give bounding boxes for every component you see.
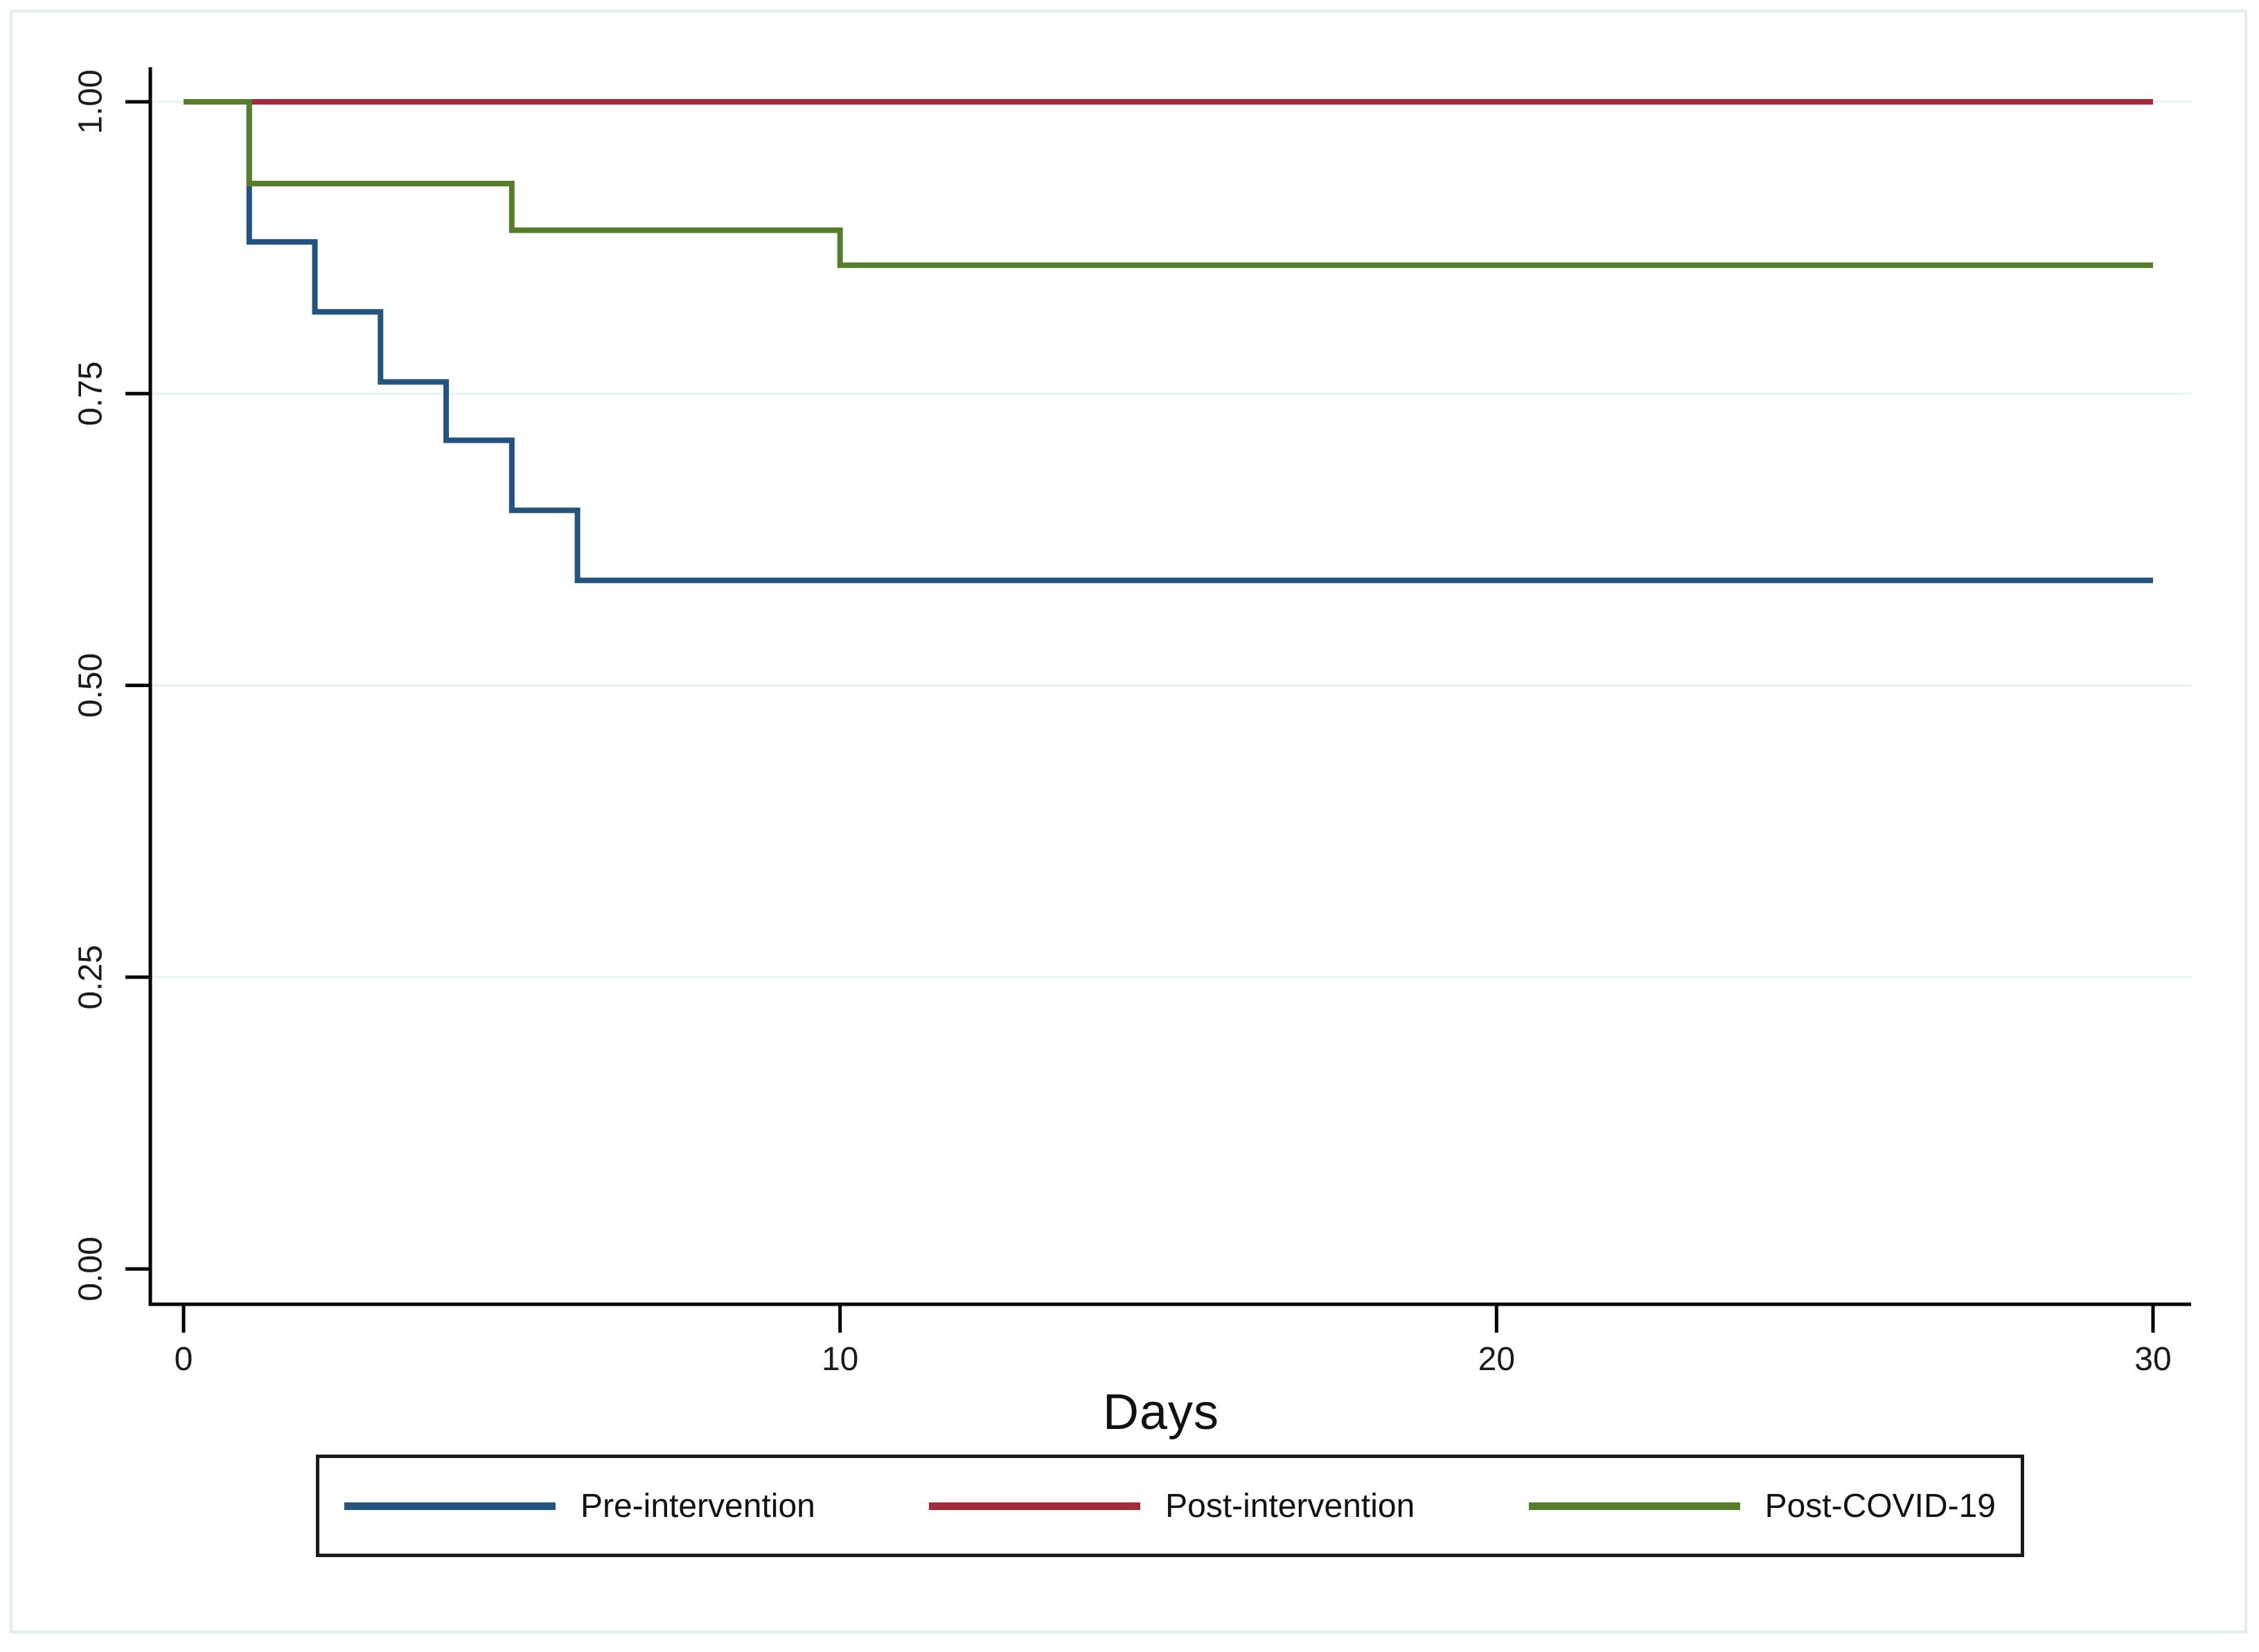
x-tick-label-30: 30 bbox=[2134, 1341, 2171, 1378]
x-tick-label-0: 0 bbox=[175, 1341, 193, 1378]
y-tick-label-0.25: 0.25 bbox=[73, 945, 109, 1009]
y-tick-label-1.00: 1.00 bbox=[73, 69, 109, 134]
x-tick-label-10: 10 bbox=[822, 1341, 858, 1378]
legend-item-post-covid-19: Post-COVID-19 bbox=[1528, 1487, 1996, 1525]
legend-item-pre-intervention: Pre-intervention bbox=[344, 1487, 815, 1525]
x-tick-label-20: 20 bbox=[1478, 1341, 1515, 1378]
legend-label-pre-intervention: Pre-intervention bbox=[581, 1487, 815, 1525]
series-line-pre-intervention bbox=[184, 99, 2153, 583]
legend-line-swatch-post-covid-19 bbox=[1528, 1502, 1740, 1510]
legend: Pre-intervention Post-intervention Post-… bbox=[316, 1455, 2024, 1557]
y-tick-label-0.75: 0.75 bbox=[73, 362, 109, 426]
series-line-post-covid-19 bbox=[184, 99, 2153, 268]
legend-line-swatch-post-intervention bbox=[929, 1502, 1141, 1510]
legend-label-post-intervention: Post-intervention bbox=[1165, 1487, 1415, 1525]
y-tick-label-0.50: 0.50 bbox=[73, 653, 109, 718]
y-tick-label-0.00: 0.00 bbox=[73, 1236, 109, 1301]
legend-line-swatch-pre-intervention bbox=[344, 1502, 556, 1510]
legend-item-post-intervention: Post-intervention bbox=[929, 1487, 1415, 1525]
x-axis-title: Days bbox=[1102, 1385, 1220, 1440]
legend-label-post-covid-19: Post-COVID-19 bbox=[1764, 1487, 1996, 1525]
